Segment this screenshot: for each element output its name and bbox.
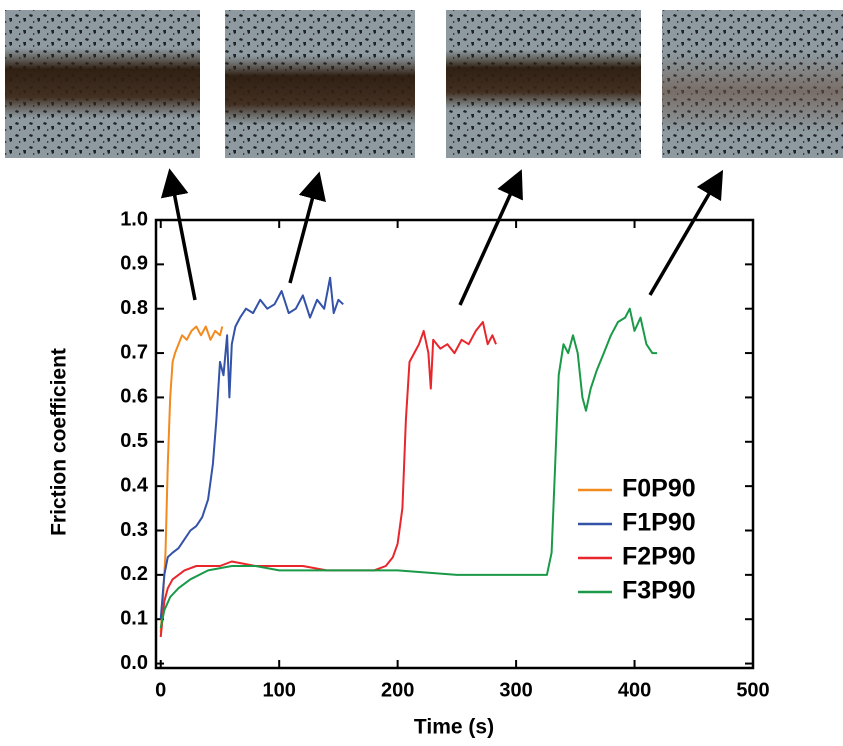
x-tick-label: 200 [381,679,414,701]
y-tick-label: 0.5 [120,430,148,452]
arrow [648,169,724,296]
series-line [159,321,497,638]
legend-label: F0P90 [622,475,696,503]
wear-track [446,50,641,110]
legend-label: F1P90 [622,509,696,537]
y-tick-label: 1.0 [120,208,148,230]
y-tick-label: 0.9 [120,253,148,275]
wear-track [662,52,843,132]
arrows [160,168,724,306]
x-tick-label: 0 [155,679,166,701]
y-tick-label: 0.4 [120,474,149,496]
legend-label: F3P90 [622,577,696,605]
arrow [458,169,523,306]
y-tick-label: 0.6 [120,386,148,408]
y-tick-label: 0.3 [120,519,148,541]
x-tick-label: 500 [736,679,769,701]
y-tick-label: 0.7 [120,341,148,363]
x-tick-label: 100 [263,679,296,701]
arrow [160,168,197,301]
legend-label: F2P90 [622,543,696,571]
y-tick-label: 0.0 [120,652,148,674]
plot-frame [154,218,755,670]
x-tick-label: 400 [618,679,651,701]
x-axis-title: Time (s) [414,716,494,739]
wear-photos [5,10,843,158]
arrow [288,171,326,284]
y-axis-title: Friction coefficient [48,348,71,536]
y-tick-label: 0.8 [120,297,148,319]
series-line [159,325,224,633]
y-tick-label: 0.1 [120,607,148,629]
wear-track [225,55,415,125]
series-line [159,307,658,629]
series-line [159,276,344,620]
wear-track [5,48,200,118]
x-tick-label: 300 [499,679,532,701]
y-tick-label: 0.2 [120,563,148,585]
